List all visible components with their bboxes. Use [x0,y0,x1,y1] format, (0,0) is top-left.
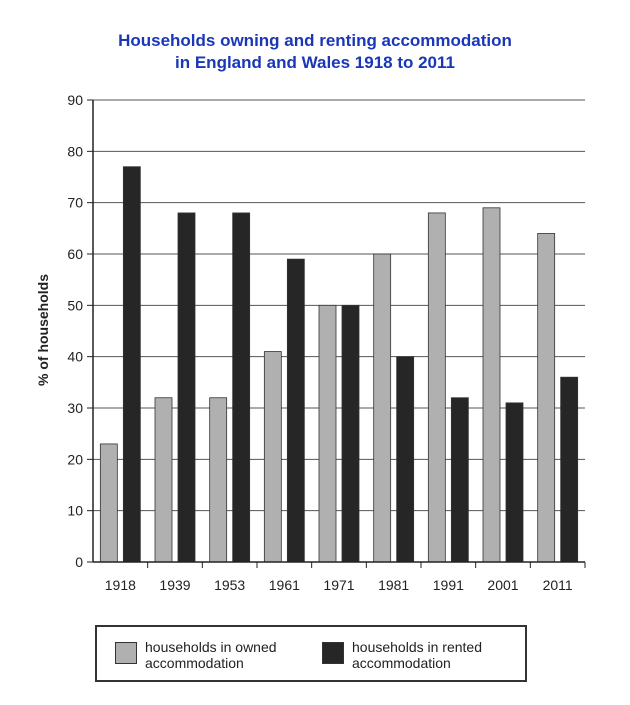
bar-rented-2001 [505,402,524,563]
y-axis-label: % of households [35,274,51,386]
bar-rented-1971 [341,304,360,563]
x-tick-label: 1971 [323,577,354,593]
x-tick-label: 2011 [543,577,573,593]
y-tick-label: 20 [67,451,83,467]
y-tick-label: 50 [67,297,83,313]
gridlines [93,99,585,512]
legend: households in owned accommodation househ… [95,625,527,682]
y-tick-label: 30 [67,400,83,416]
y-tick-label: 40 [67,349,83,365]
bar-chart: 0 10 20 30 40 50 60 70 80 90 1918 1939 1953 1961 1971… [35,92,586,593]
bar-rented-1953 [232,212,251,563]
y-tick-label: 10 [67,503,83,519]
bar-rented-2011 [560,376,579,563]
y-tick-label: 70 [67,195,83,211]
bar-rented-1939 [177,212,196,563]
y-tick-label: 60 [67,246,83,262]
bar-rented-1991 [450,397,469,563]
bar-owned-1961 [263,351,282,563]
y-tick-label: 80 [67,143,83,159]
legend-swatch-rented [322,642,344,664]
bar-owned-1939 [154,397,173,563]
y-tick-label: 0 [75,554,83,570]
y-axis-ticks: 0 10 20 30 40 50 60 70 80 90 [67,92,93,570]
x-tick-label: 1961 [269,577,300,593]
x-tick-label: 1991 [433,577,464,593]
x-tick-label: 1981 [378,577,409,593]
bar-owned-1918 [99,443,118,563]
bar-owned-2001 [482,207,501,563]
bars [99,166,579,563]
bar-rented-1918 [122,166,141,563]
x-tick-label: 2001 [487,577,518,593]
legend-swatch-owned [115,642,137,664]
legend-item-rented: households in rented accommodation [322,639,502,671]
x-tick-label: 1918 [105,577,136,593]
chart-title-line-1: Households owning and renting accommodat… [118,31,512,50]
chart-title-line-2: in England and Wales 1918 to 2011 [175,53,455,72]
bar-rented-1961 [286,258,305,563]
legend-item-owned: households in owned accommodation [115,639,295,671]
legend-label-owned: households in owned accommodation [145,639,277,671]
x-axis-ticks: 1918 1939 1953 1961 1971 1981 1991 2001 2011 [105,562,586,593]
y-tick-label: 90 [67,92,83,108]
chart-title: Households owning and renting accommodat… [0,30,630,74]
x-tick-label: 1939 [159,577,190,593]
legend-label-rented: households in rented accommodation [352,639,482,671]
bar-owned-1991 [427,212,446,563]
bar-owned-1981 [373,253,392,563]
bar-owned-2011 [537,233,556,563]
bar-owned-1953 [209,397,228,563]
x-tick-label: 1953 [214,577,245,593]
bar-owned-1971 [318,304,337,563]
bar-rented-1981 [396,356,415,563]
